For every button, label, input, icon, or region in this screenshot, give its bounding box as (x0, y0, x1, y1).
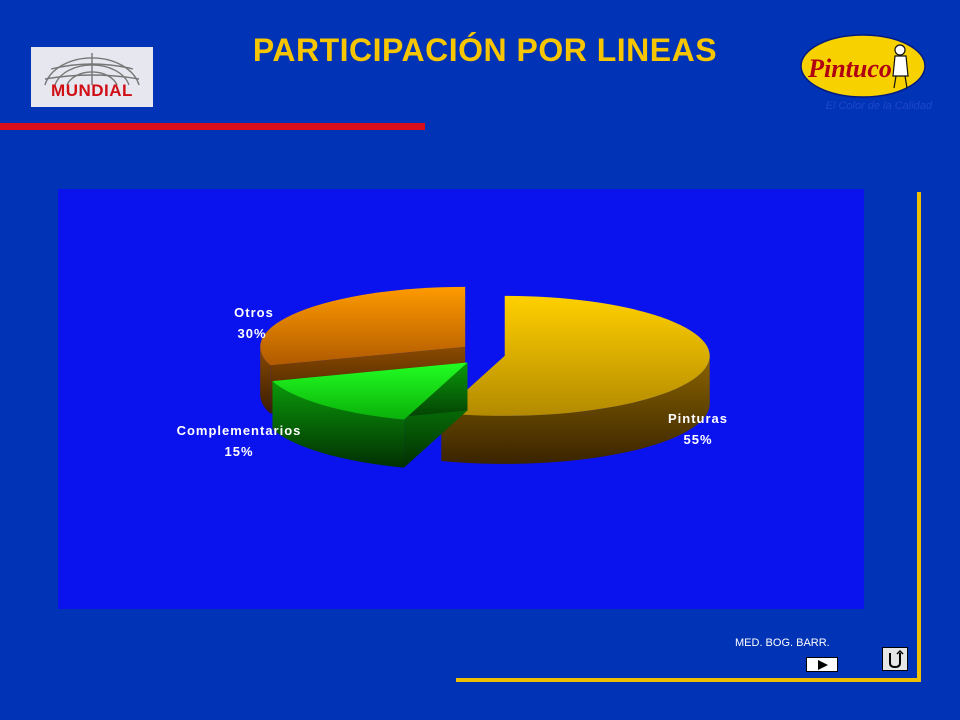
next-slide-button[interactable] (806, 657, 838, 672)
footer-cities: MED. BOG. BARR. (735, 637, 830, 649)
slice-complementarios (272, 362, 468, 468)
yellow-frame-bottom (456, 678, 921, 682)
pintuco-logo-text: Pintuco (807, 54, 892, 83)
mundial-logo: MUNDIAL (31, 47, 153, 107)
slice-label-complementarios: Complementarios (177, 423, 302, 438)
pie-chart: Otros 30% Complementarios 15% Pinturas 5… (58, 189, 864, 609)
yellow-frame-right (917, 192, 921, 682)
slice-pinturas (441, 295, 710, 464)
slice-value-pinturas: 55% (683, 432, 712, 447)
slice-label-otros: Otros (234, 305, 274, 320)
red-divider (0, 123, 425, 130)
painter-figure-icon (892, 44, 909, 89)
mundial-logo-text: MUNDIAL (51, 81, 133, 100)
pintuco-logo: Pintuco (800, 32, 930, 102)
slice-label-pinturas: Pinturas (668, 411, 728, 426)
globe-icon (44, 53, 140, 86)
return-button[interactable] (882, 647, 908, 671)
return-arrow-icon (889, 649, 904, 669)
slice-value-complementarios: 15% (224, 444, 253, 459)
page-title: PARTICIPACIÓN POR LINEAS (252, 32, 718, 68)
pintuco-tagline: El Color de la Calidad (825, 100, 932, 112)
slice-value-otros: 30% (237, 326, 266, 341)
